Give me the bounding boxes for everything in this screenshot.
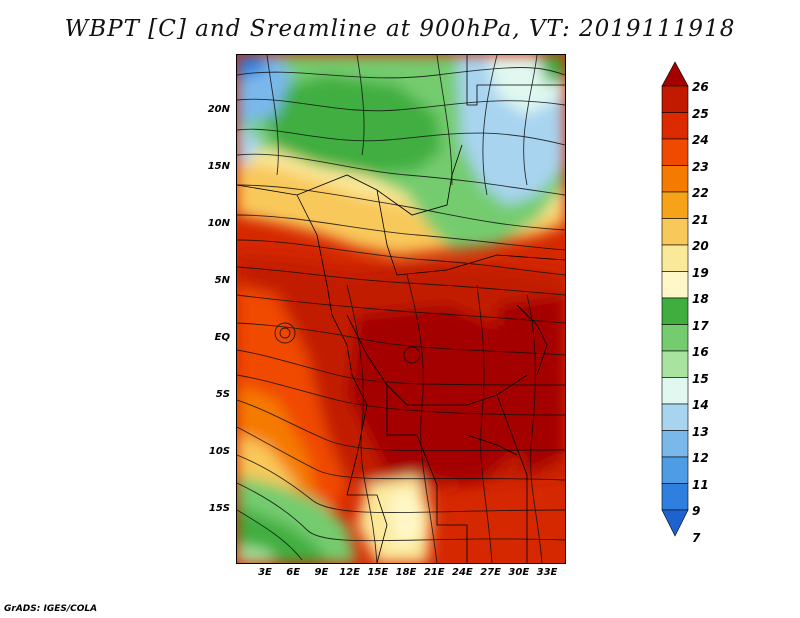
latitude-label: 15S: [208, 503, 230, 514]
longitude-label: 3E: [258, 567, 272, 578]
latitude-label: 20N: [207, 104, 230, 115]
colorbar-top-arrow: [661, 61, 689, 87]
colorbar-swatch: [661, 350, 689, 378]
longitude-label: 9E: [314, 567, 329, 578]
longitude-label: 30E: [508, 567, 530, 578]
colorbar-level-label: 11: [692, 477, 709, 492]
colorbar-swatch: [661, 430, 689, 458]
colorbar-swatch: [661, 138, 689, 166]
colorbar-level-label: 21: [692, 212, 709, 227]
colorbar-swatch: [661, 112, 689, 140]
colorbar-level-label: 23: [692, 159, 709, 174]
colorbar-level-label: 20: [692, 239, 709, 253]
colorbar-level-label: 17: [692, 318, 709, 333]
colorbar-swatch: [661, 244, 689, 272]
latitude-label: 10S: [208, 446, 230, 457]
colorbar-level-label: 19: [692, 265, 709, 280]
longitude-label: 6E: [286, 567, 301, 578]
colorbar-swatch: [661, 191, 689, 219]
colorbar-level-label: 24: [692, 133, 709, 147]
latitude-label: EQ: [214, 332, 230, 343]
colorbar-swatch: [661, 297, 689, 325]
credit-text: GrADS: IGES/COLA: [4, 604, 98, 614]
colorbar-level-label: 13: [692, 424, 709, 439]
longitude-label: 27E: [480, 567, 501, 578]
country-borders: [237, 55, 565, 563]
wbpt-field: [237, 55, 565, 563]
colorbar-bottom-arrow: [661, 509, 689, 537]
colorbar-swatch: [661, 85, 689, 113]
colorbar-swatch: [661, 218, 689, 246]
chart-title: WBPT [C] and Sreamline at 900hPa, VT: 20…: [64, 16, 736, 42]
colorbar-swatch: [661, 403, 689, 431]
longitude-label: 15E: [367, 567, 389, 578]
latitude-label: 15N: [207, 161, 230, 172]
latitude-label: 5N: [214, 275, 230, 286]
colorbar-level-label: 16: [692, 345, 709, 359]
colorbar-level-label: 26: [692, 80, 709, 94]
colorbar-swatch: [661, 271, 689, 299]
colorbar-level-label: 18: [692, 292, 709, 306]
colorbar-level-label: 9: [692, 504, 701, 518]
longitude-label: 24E: [452, 567, 473, 578]
colorbar-swatch: [661, 377, 689, 405]
map-panel: [236, 54, 566, 564]
colorbar-level-label: 12: [692, 451, 709, 465]
colorbar-level-label: 7: [692, 530, 701, 545]
streamlines: [237, 55, 565, 563]
latitude-label: 5S: [215, 389, 230, 400]
longitude-label: 21E: [423, 567, 445, 578]
colorbar: [661, 61, 689, 537]
latitude-label: 10N: [207, 218, 230, 229]
longitude-label: 33E: [536, 567, 558, 578]
colorbar-swatch: [661, 324, 689, 352]
longitude-label: 12E: [339, 567, 360, 578]
colorbar-level-label: 14: [692, 398, 709, 412]
colorbar-swatch: [661, 456, 689, 484]
colorbar-level-label: 22: [692, 186, 709, 200]
colorbar-swatch: [661, 165, 689, 193]
colorbar-level-label: 25: [692, 106, 709, 121]
longitude-label: 18E: [395, 567, 417, 578]
colorbar-level-label: 15: [692, 371, 709, 386]
colorbar-swatch: [661, 483, 689, 511]
